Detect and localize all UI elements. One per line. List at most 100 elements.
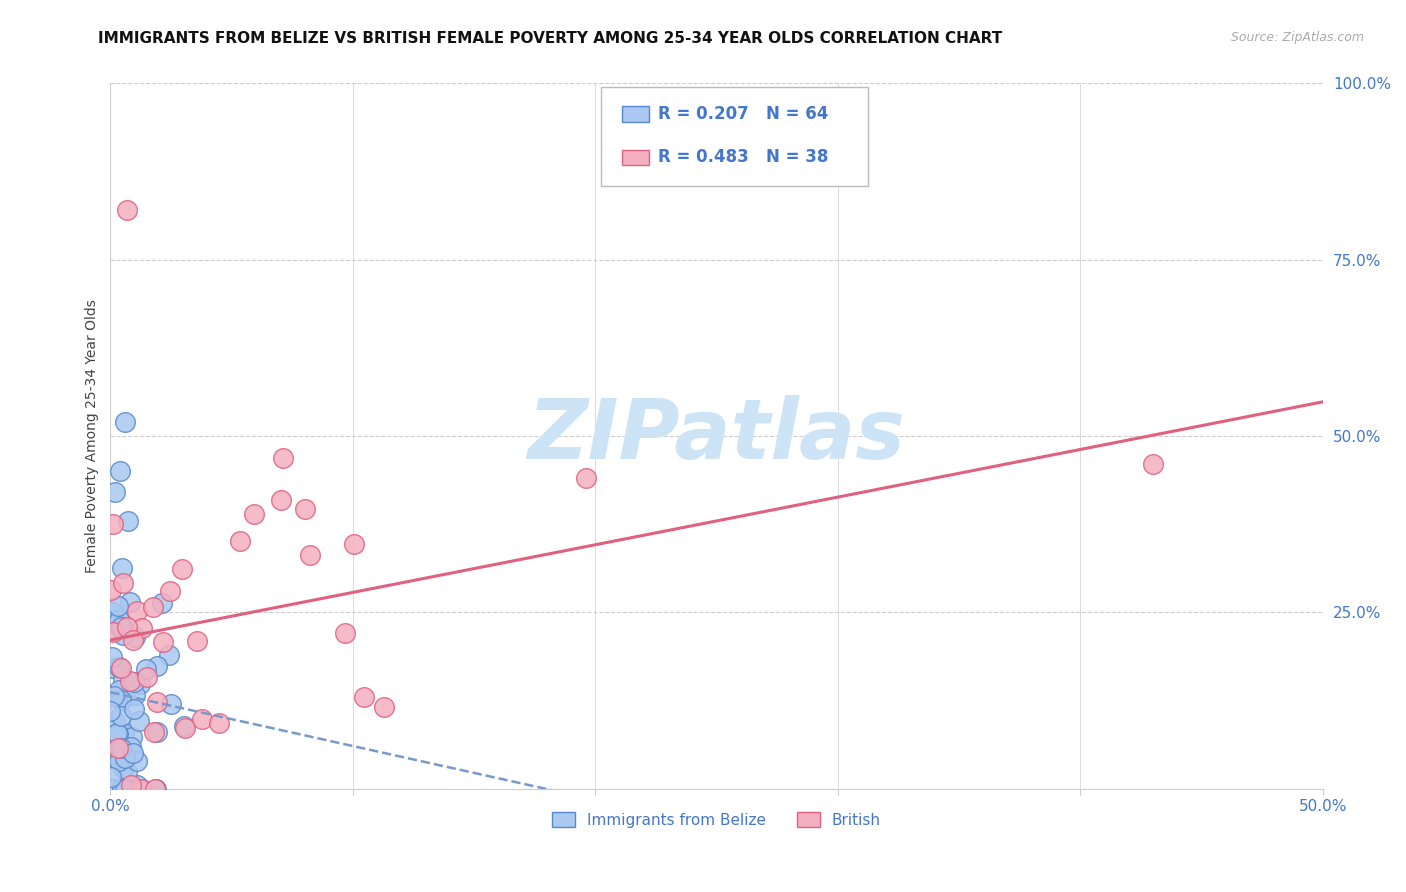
Point [150,597,173,611]
Point [186,634,208,648]
Point [146,658,169,673]
Point [108,660,131,674]
Point [117,203,139,218]
Point [121,781,143,796]
Point [117,514,139,528]
Point [100,582,122,597]
Point [110,620,132,634]
Point [111,575,134,590]
Point [229,534,252,549]
Point [1142,457,1164,471]
Point [114,690,136,704]
Point [108,613,131,627]
Point [124,688,146,702]
Point [111,673,134,687]
Point [343,537,366,551]
Point [110,693,132,707]
Point [242,507,264,521]
Text: Source: ZipAtlas.com: Source: ZipAtlas.com [1230,31,1364,45]
Point [271,450,294,465]
Point [101,781,124,796]
Point [101,649,124,664]
Point [136,670,159,684]
Point [118,595,141,609]
Point [208,716,231,731]
FancyBboxPatch shape [602,87,868,186]
Point [112,628,135,642]
Point [117,620,139,634]
Point [125,754,148,768]
Point [103,625,125,640]
Point [128,714,150,728]
Point [112,781,135,796]
Point [121,632,143,647]
Point [373,700,395,714]
Point [131,781,153,796]
Point [114,751,136,765]
Point [159,697,181,711]
Point [121,746,143,760]
Point [173,719,195,733]
Y-axis label: Female Poverty Among 25-34 Year Olds: Female Poverty Among 25-34 Year Olds [86,299,100,573]
Point [110,661,132,675]
Point [127,779,149,793]
Point [120,740,142,755]
Point [100,781,122,796]
Point [146,724,169,739]
Point [170,562,193,576]
Point [111,761,134,775]
Point [104,737,127,751]
Point [159,583,181,598]
Text: R = 0.207   N = 64: R = 0.207 N = 64 [658,104,828,123]
Text: IMMIGRANTS FROM BELIZE VS BRITISH FEMALE POVERTY AMONG 25-34 YEAR OLDS CORRELATI: IMMIGRANTS FROM BELIZE VS BRITISH FEMALE… [98,31,1002,46]
Point [143,781,166,796]
Point [129,781,152,796]
Point [111,560,134,574]
Point [270,493,292,508]
Point [122,702,145,716]
Point [110,740,132,755]
Point [157,648,180,662]
Point [128,677,150,691]
Point [104,485,127,500]
Point [121,730,143,744]
Point [108,682,131,697]
Point [145,781,167,796]
Point [103,689,125,703]
Point [101,661,124,675]
Text: R = 0.483   N = 38: R = 0.483 N = 38 [658,148,828,167]
Point [108,755,131,769]
Point [131,621,153,635]
Point [112,726,135,740]
Point [118,674,141,689]
Point [101,605,124,619]
Point [145,695,167,709]
Point [104,715,127,730]
Point [107,741,129,756]
Point [110,727,132,741]
Point [111,780,134,795]
Point [110,709,132,723]
Point [105,616,128,631]
Point [142,724,165,739]
Point [135,662,157,676]
Point [100,739,122,754]
Point [114,415,136,429]
Point [105,749,128,764]
Point [111,618,134,632]
Legend: Immigrants from Belize, British: Immigrants from Belize, British [546,805,887,834]
Text: ZIPatlas: ZIPatlas [527,395,905,476]
Point [108,464,131,478]
Point [114,781,136,796]
Point [100,704,122,718]
Point [105,726,128,740]
Point [173,721,195,735]
Point [124,630,146,644]
Point [101,517,124,532]
Point [115,765,138,780]
Point [353,690,375,704]
Point [127,604,149,618]
Point [152,635,174,649]
Point [124,674,146,689]
Point [100,770,122,784]
